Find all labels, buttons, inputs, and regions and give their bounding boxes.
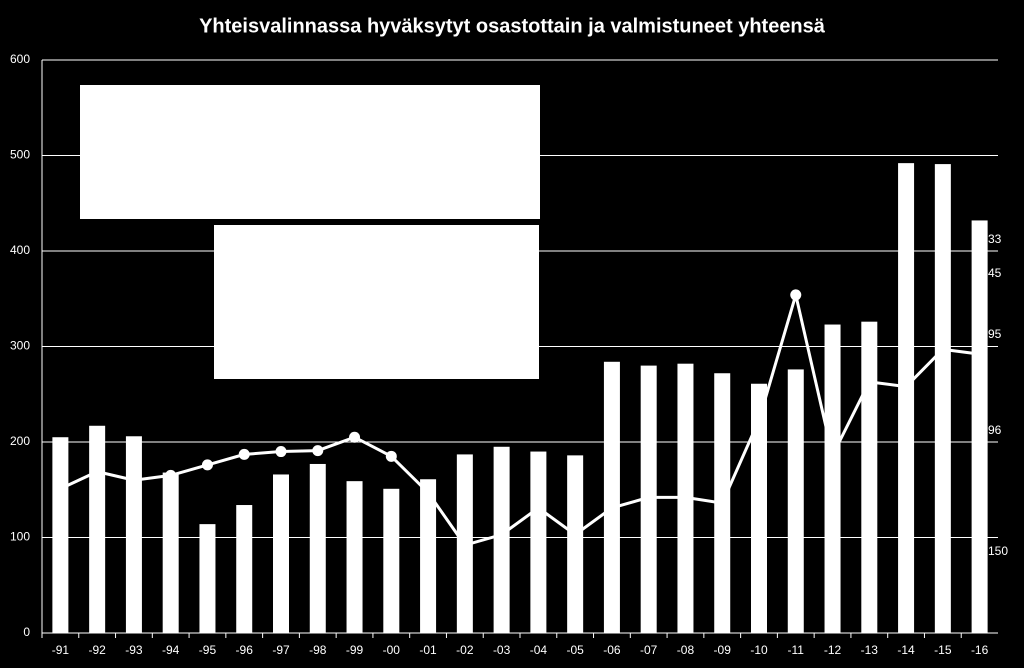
bar xyxy=(898,163,915,633)
x-tick-label: -15 xyxy=(934,643,952,657)
x-tick-label: -98 xyxy=(309,643,327,657)
bar xyxy=(236,505,253,633)
x-tick-label: -08 xyxy=(677,643,695,657)
bar xyxy=(640,365,657,633)
x-tick-label: -10 xyxy=(750,643,768,657)
x-tick-label: -03 xyxy=(493,643,511,657)
y-tick-label: 0 xyxy=(23,625,30,639)
marker xyxy=(275,446,287,458)
y-tick-label: 400 xyxy=(10,243,30,257)
bar xyxy=(934,164,951,633)
bar xyxy=(530,451,547,633)
marker xyxy=(165,469,177,481)
bar xyxy=(787,369,804,633)
marker xyxy=(312,445,324,457)
chart-title: Yhteisvalinnassa hyväksytyt osastottain … xyxy=(199,15,826,37)
x-tick-label: -11 xyxy=(788,643,805,657)
bar xyxy=(383,488,400,633)
x-tick-label: -13 xyxy=(861,643,879,657)
x-tick-label: -09 xyxy=(714,643,732,657)
y-tick-label: 600 xyxy=(10,52,30,66)
x-tick-label: -93 xyxy=(125,643,143,657)
x-tick-label: -04 xyxy=(530,643,548,657)
x-tick-label: -99 xyxy=(346,643,364,657)
x-tick-label: -95 xyxy=(199,643,217,657)
marker xyxy=(790,289,802,301)
x-tick-label: -92 xyxy=(88,643,106,657)
x-tick-label: -91 xyxy=(52,643,70,657)
marker xyxy=(385,450,397,462)
marker xyxy=(238,448,250,460)
bar xyxy=(971,220,988,633)
bar xyxy=(420,479,437,633)
x-tick-label: -00 xyxy=(383,643,401,657)
x-tick-label: -97 xyxy=(272,643,290,657)
x-tick-label: -07 xyxy=(640,643,658,657)
line xyxy=(59,288,980,547)
bar xyxy=(567,455,584,633)
bar xyxy=(52,437,69,633)
bar xyxy=(824,324,841,633)
y-tick-label: 100 xyxy=(10,530,30,544)
bar xyxy=(493,446,510,633)
bar xyxy=(346,481,363,633)
bar xyxy=(861,321,878,633)
redacted-box xyxy=(214,225,539,379)
annotation: 45 xyxy=(988,266,1002,280)
x-tick-label: -96 xyxy=(236,643,254,657)
marker xyxy=(201,459,213,471)
x-tick-label: -94 xyxy=(162,643,180,657)
x-tick-label: -12 xyxy=(824,643,842,657)
bar xyxy=(273,474,289,633)
x-tick-label: -06 xyxy=(603,643,621,657)
annotation: 33 xyxy=(988,232,1002,246)
x-tick-label: -01 xyxy=(419,643,437,657)
bar xyxy=(751,383,767,633)
marker xyxy=(349,431,361,443)
annotation: 95 xyxy=(988,327,1002,341)
bar xyxy=(162,472,179,633)
bar xyxy=(309,463,326,633)
x-tick-label: -05 xyxy=(566,643,584,657)
bar xyxy=(199,524,216,633)
bar xyxy=(125,436,142,633)
bar xyxy=(603,361,620,633)
x-tick-label: -02 xyxy=(456,643,474,657)
bar xyxy=(89,425,106,633)
annotation: 150 xyxy=(988,544,1008,558)
y-tick-label: 300 xyxy=(10,339,30,353)
annotation: 96 xyxy=(988,423,1002,437)
y-tick-label: 500 xyxy=(10,148,30,162)
x-tick-label: -16 xyxy=(971,643,989,657)
y-tick-label: 200 xyxy=(10,434,30,448)
redacted-box xyxy=(80,85,540,219)
x-tick-label: -14 xyxy=(897,643,915,657)
